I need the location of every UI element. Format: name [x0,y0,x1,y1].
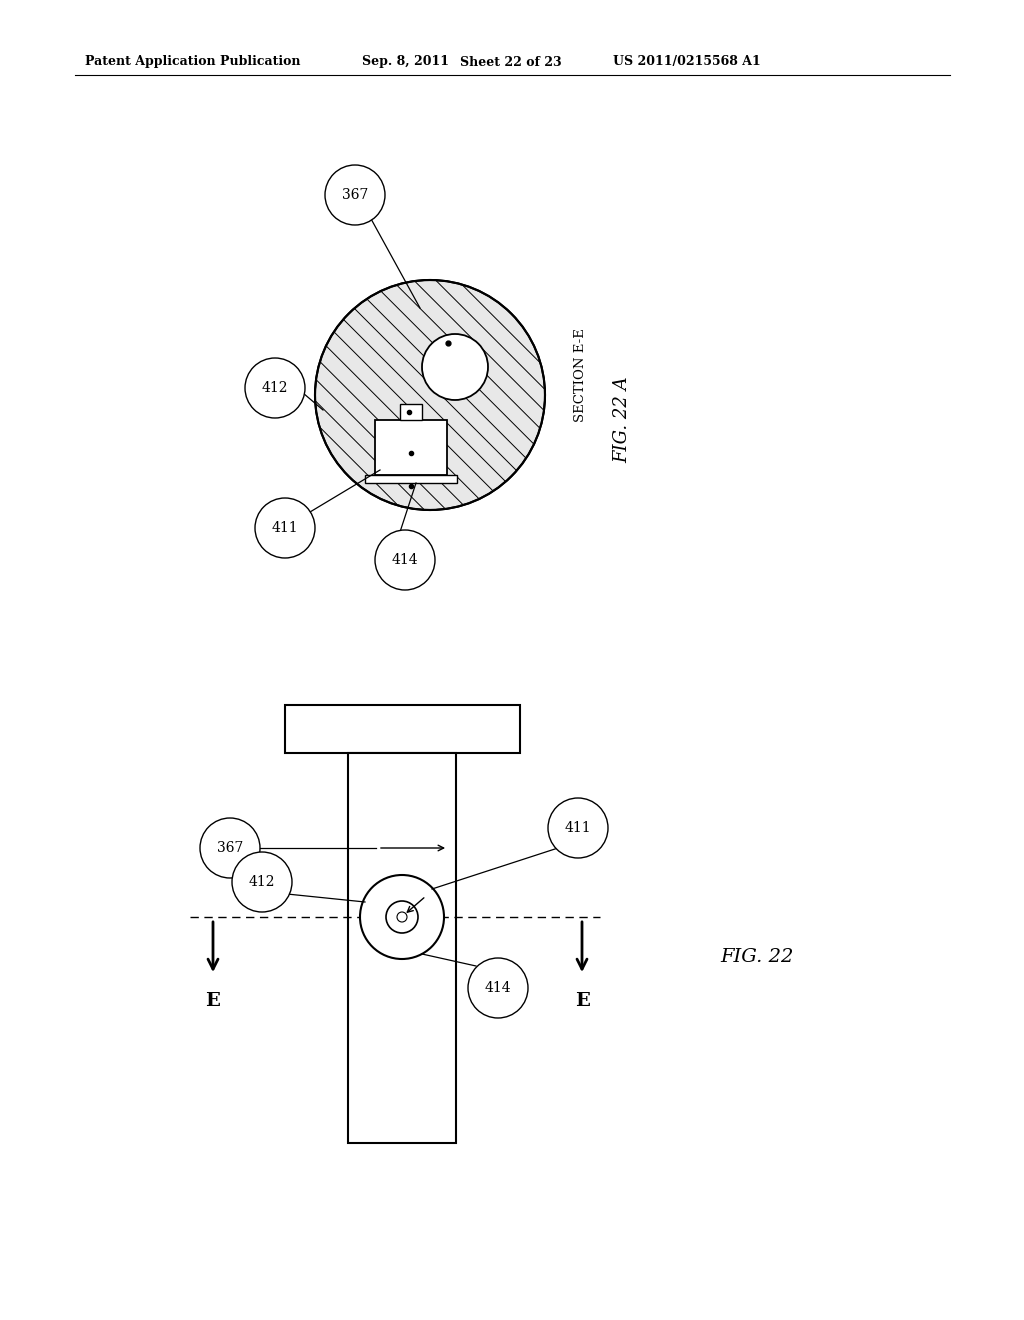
Text: Sheet 22 of 23: Sheet 22 of 23 [460,55,561,69]
Text: 411: 411 [271,521,298,535]
Bar [365,475,457,483]
Text: 367: 367 [217,841,243,855]
Circle shape [315,280,545,510]
Text: FIG. 22: FIG. 22 [720,948,794,966]
Bar [285,705,520,752]
Text: 414: 414 [392,553,419,568]
Circle shape [375,531,435,590]
Circle shape [360,875,444,960]
Circle shape [386,902,418,933]
Text: US 2011/0215568 A1: US 2011/0215568 A1 [613,55,761,69]
Text: 367: 367 [342,187,369,202]
Circle shape [255,498,315,558]
Text: E: E [206,993,220,1010]
Text: 411: 411 [564,821,591,836]
Circle shape [397,912,407,921]
Circle shape [422,334,488,400]
Bar [375,420,447,475]
Circle shape [245,358,305,418]
Circle shape [200,818,260,878]
Circle shape [232,851,292,912]
Text: 414: 414 [484,981,511,995]
Text: Sep. 8, 2011: Sep. 8, 2011 [362,55,449,69]
Text: SECTION E-E: SECTION E-E [573,329,587,422]
Bar [348,752,456,1143]
Text: 412: 412 [262,381,288,395]
Text: 412: 412 [249,875,275,888]
Text: E: E [574,993,590,1010]
Circle shape [468,958,528,1018]
Text: FIG. 22 A: FIG. 22 A [613,376,631,463]
Circle shape [325,165,385,224]
Bar [400,404,422,420]
Circle shape [548,799,608,858]
Text: Patent Application Publication: Patent Application Publication [85,55,300,69]
